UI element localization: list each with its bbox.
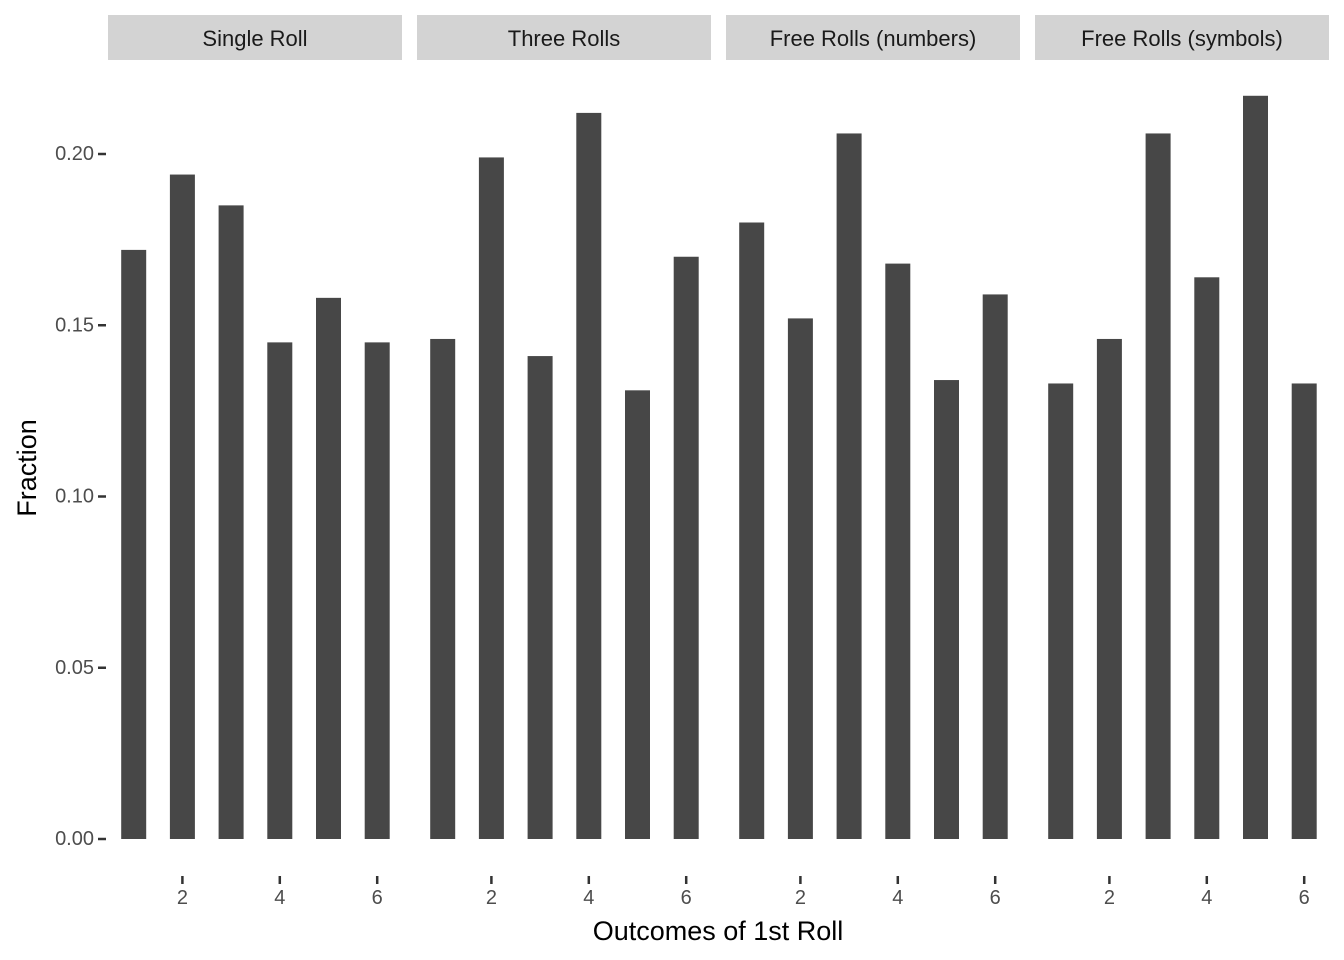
bar: [527, 356, 553, 839]
x-tick-label: 6: [990, 887, 1001, 909]
facet-strip: [108, 15, 402, 60]
x-tick-label: 4: [1201, 887, 1212, 909]
x-tick-label: 2: [177, 887, 188, 909]
bar: [218, 205, 244, 839]
facet-strip-label: Single Roll: [202, 26, 307, 51]
x-tick-label: 2: [795, 887, 806, 909]
facet-strip-label: Three Rolls: [508, 26, 620, 51]
facet-strip: [726, 15, 1020, 60]
bar: [982, 294, 1008, 839]
bar: [478, 157, 504, 840]
bar: [1243, 95, 1268, 839]
bar: [836, 133, 862, 839]
facet-panel: Free Rolls (numbers) 2 4 6: [726, 15, 1020, 909]
bar: [1291, 383, 1317, 839]
facet-panel: Three Rolls 2 4 6: [417, 15, 711, 909]
bar: [934, 380, 959, 839]
bar: [1145, 133, 1171, 839]
bar: [364, 342, 390, 839]
bar: [787, 318, 813, 839]
facet-panel: Free Rolls (symbols) 2 4 6: [1035, 15, 1329, 909]
bar: [625, 390, 650, 839]
bar: [169, 174, 195, 840]
bar: [316, 297, 341, 840]
facet-panel: Single Roll 2 4 6: [108, 15, 402, 909]
x-tick-label: 4: [274, 887, 285, 909]
x-tick-label: 2: [1104, 887, 1115, 909]
y-tick-label: 0.00: [55, 828, 94, 850]
y-tick-label: 0.15: [55, 314, 94, 336]
bar: [673, 256, 699, 839]
bar: [1194, 277, 1220, 839]
bar: [430, 338, 456, 839]
facet-strip-label: Free Rolls (numbers): [770, 26, 977, 51]
x-tick-label: 6: [372, 887, 383, 909]
y-tick-label: 0.20: [55, 143, 94, 165]
bar: [739, 222, 765, 839]
x-tick-label: 6: [681, 887, 692, 909]
bar: [885, 263, 911, 840]
bar: [121, 249, 147, 839]
facet-strip: [417, 15, 711, 60]
bar: [1096, 338, 1122, 839]
facet-strip-label: Free Rolls (symbols): [1081, 26, 1283, 51]
y-axis: 0.00 0.05 0.10 0.15 0.20: [55, 143, 106, 850]
x-tick-label: 6: [1299, 887, 1310, 909]
x-tick-label: 4: [583, 887, 594, 909]
x-axis-title: Outcomes of 1st Roll: [593, 916, 844, 946]
y-tick-label: 0.05: [55, 657, 94, 679]
bar: [1048, 383, 1074, 839]
bar: [576, 112, 602, 839]
bar: [267, 342, 293, 839]
x-tick-label: 2: [486, 887, 497, 909]
y-tick-label: 0.10: [55, 486, 94, 508]
x-tick-label: 4: [892, 887, 903, 909]
facet-strip: [1035, 15, 1329, 60]
y-axis-title: Fraction: [12, 419, 42, 517]
